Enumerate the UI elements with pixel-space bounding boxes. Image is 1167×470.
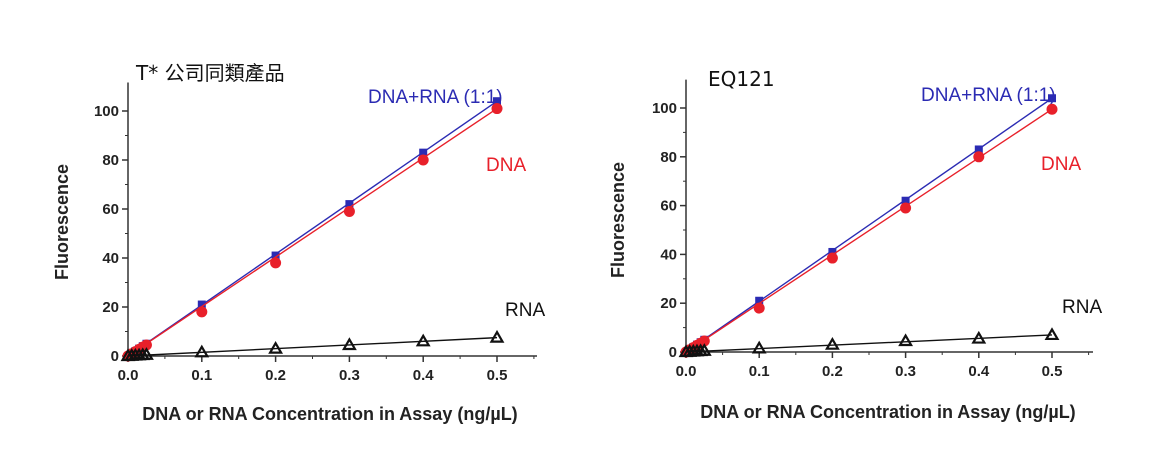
data-point — [826, 252, 838, 264]
x-axis-title: DNA or RNA Concentration in Assay (ng/µL… — [700, 402, 1075, 422]
data-point — [343, 205, 355, 217]
data-point — [751, 340, 767, 354]
data-point — [755, 296, 764, 305]
data-point — [270, 257, 282, 269]
data-point — [824, 336, 840, 350]
series-rna — [678, 327, 1060, 358]
series-dna — [122, 103, 503, 362]
series-line — [127, 336, 498, 357]
data-point — [1046, 103, 1058, 115]
data-point — [1044, 327, 1060, 341]
x-tick-label: 0.4 — [413, 367, 435, 384]
data-point — [901, 196, 910, 205]
y-axis-title: Fluorescence — [608, 162, 628, 278]
data-point — [196, 306, 208, 318]
x-tick-label: 0.2 — [822, 363, 843, 380]
x-tick-label: 0.4 — [968, 363, 990, 380]
x-axis-title: DNA or RNA Concentration in Assay (ng/µL… — [142, 404, 517, 424]
series-label: DNA+RNA (1:1) — [921, 85, 1056, 106]
y-axis-title: Fluorescence — [52, 164, 72, 280]
data-point — [489, 329, 505, 343]
chart-title: EQ121 — [708, 67, 775, 91]
data-point — [139, 347, 154, 360]
series-label: DNA+RNA (1:1) — [368, 87, 503, 108]
data-point — [268, 340, 284, 354]
x-tick-label: 0.5 — [487, 367, 508, 384]
data-point — [898, 333, 914, 347]
data-point — [271, 251, 280, 260]
series-line — [685, 334, 1053, 353]
y-tick-label: 100 — [652, 100, 677, 117]
y-tick-label: 80 — [660, 149, 677, 166]
x-tick-label: 0.2 — [265, 367, 286, 384]
data-point — [973, 151, 985, 163]
y-tick-label: 60 — [102, 201, 119, 218]
data-point — [419, 148, 428, 157]
series-label: RNA — [1062, 297, 1102, 318]
data-point — [1048, 94, 1056, 103]
data-point — [974, 145, 983, 154]
data-point — [753, 302, 765, 314]
data-point — [971, 330, 987, 344]
series-dna — [680, 103, 1058, 358]
data-point — [194, 344, 210, 358]
series-label: DNA — [1041, 154, 1081, 175]
x-tick-label: 0.5 — [1042, 363, 1063, 380]
data-point — [417, 154, 429, 166]
chart-panel-1: T* 公司同類產品 0 20 40 60 80 100 0.0 0.1 0.2 0.3 0.4 0.5 D… — [52, 61, 545, 424]
y-tick-label: 40 — [102, 250, 119, 267]
series-line — [685, 108, 1053, 353]
data-point — [698, 335, 710, 347]
data-point — [140, 339, 152, 351]
x-tick-label: 0.0 — [676, 363, 697, 380]
y-tick-label: 40 — [660, 246, 677, 263]
series-label: RNA — [505, 300, 545, 321]
y-tick-label: 20 — [102, 299, 119, 316]
x-tick-label: 0.1 — [749, 363, 770, 380]
data-point — [415, 333, 431, 347]
x-tick-label: 0.3 — [895, 363, 916, 380]
y-tick-label: 20 — [660, 295, 677, 312]
data-point — [491, 103, 503, 115]
data-point — [900, 202, 912, 214]
y-tick-label: 60 — [660, 198, 677, 215]
y-tick-label: 0 — [669, 344, 677, 361]
x-tick-label: 0.0 — [118, 367, 139, 384]
x-tick-label: 0.3 — [339, 367, 360, 384]
chart-title: T* 公司同類產品 — [135, 61, 285, 85]
series-line — [127, 107, 498, 357]
y-tick-label: 80 — [102, 152, 119, 169]
data-point — [493, 97, 501, 106]
x-tick-label: 0.1 — [191, 367, 212, 384]
data-point — [345, 200, 354, 209]
series-rna — [120, 329, 505, 362]
data-point — [341, 337, 357, 351]
y-tick-label: 0 — [111, 348, 119, 365]
series-line — [127, 100, 498, 357]
chart-panel-2: EQ121 0 20 40 60 80 100 0.0 0.1 0.2 0.3 0.4 0.5 DNA o… — [608, 67, 1102, 422]
data-point — [828, 247, 837, 256]
series-label: DNA — [486, 155, 526, 176]
series-line — [685, 97, 1053, 353]
data-point — [197, 300, 206, 309]
data-point — [696, 343, 712, 356]
y-tick-label: 100 — [94, 103, 119, 120]
